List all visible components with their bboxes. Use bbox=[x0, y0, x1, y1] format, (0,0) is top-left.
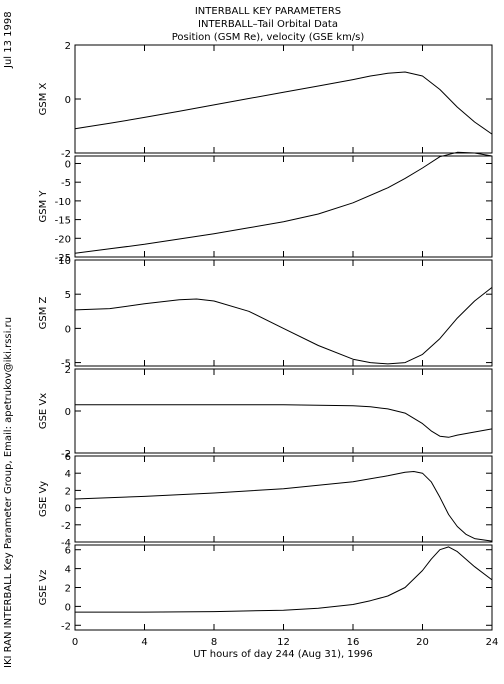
y-tick-label: 5 bbox=[65, 290, 71, 301]
series-line bbox=[74, 287, 493, 365]
y-tick-label: 2 bbox=[65, 41, 71, 52]
panel-4: -2 0 2 GSE Vx bbox=[38, 365, 493, 460]
y-tick-label: -2 bbox=[61, 521, 71, 532]
y-tick-label: 0 bbox=[65, 602, 71, 613]
x-tick-label: 0 bbox=[72, 637, 78, 648]
y-tick-label: -2 bbox=[61, 449, 71, 460]
y-tick-label: 4 bbox=[65, 469, 71, 480]
y-tick-label: 0 bbox=[65, 504, 71, 515]
chart-subtitle-units: Position (GSM Re), velocity (GSE km/s) bbox=[172, 32, 365, 43]
y-tick-label: -10 bbox=[55, 197, 71, 208]
y-tick-label: 10 bbox=[58, 256, 71, 267]
series-line bbox=[75, 404, 493, 438]
panel-2: -25 -20 -15 -10 -5 0 GSM Y bbox=[38, 151, 493, 264]
x-axis-label: UT hours of day 244 (Aug 31), 1996 bbox=[193, 649, 373, 660]
credit-line: IKI RAN INTERBALL Key Parameter Group, E… bbox=[3, 317, 14, 668]
y-tick-label: 2 bbox=[65, 486, 71, 497]
x-tick-label: 24 bbox=[486, 637, 499, 648]
panel-frame bbox=[74, 44, 493, 154]
chart-title: INTERBALL KEY PARAMETERS bbox=[195, 6, 341, 17]
series-line bbox=[75, 546, 493, 613]
series-line bbox=[74, 471, 493, 542]
panel-5: -4 -2 0 2 4 6 GSE Vy bbox=[38, 452, 493, 549]
y-tick-label: 4 bbox=[65, 565, 71, 576]
y-axis-label: GSM X bbox=[38, 82, 49, 115]
y-tick-label: 0 bbox=[65, 95, 71, 106]
y-tick-label: 2 bbox=[65, 365, 71, 376]
x-tick-label: 4 bbox=[141, 637, 147, 648]
y-tick-label: -5 bbox=[61, 178, 71, 189]
y-axis-label: GSM Z bbox=[38, 296, 49, 329]
y-tick-label: 6 bbox=[65, 452, 71, 463]
y-tick-label: 2 bbox=[65, 584, 71, 595]
x-tick-label: 20 bbox=[416, 637, 429, 648]
y-tick-label: -20 bbox=[55, 234, 71, 245]
panel-3: -5 0 5 10 GSM Z bbox=[38, 256, 493, 370]
panel-frame bbox=[74, 259, 493, 367]
y-tick-label: -2 bbox=[61, 149, 71, 160]
panel-frame bbox=[74, 544, 493, 631]
panel-6: -2 0 2 4 6 GSE Vz bbox=[38, 544, 493, 632]
y-tick-label: -2 bbox=[61, 621, 71, 632]
series-line bbox=[74, 151, 493, 254]
series-line bbox=[74, 71, 493, 135]
x-tick-label: 8 bbox=[211, 637, 217, 648]
panel-frame bbox=[74, 368, 493, 454]
x-tick-label: 12 bbox=[277, 637, 290, 648]
y-tick-label: 0 bbox=[65, 407, 71, 418]
y-tick-label: 6 bbox=[65, 546, 71, 557]
y-axis-label: GSM Y bbox=[38, 190, 49, 223]
chart-subtitle: INTERBALL–Tail Orbital Data bbox=[198, 19, 338, 30]
panel-frame bbox=[74, 155, 493, 258]
y-axis-label: GSE Vy bbox=[38, 481, 49, 517]
y-axis-label: GSE Vx bbox=[38, 393, 49, 429]
y-tick-label: -15 bbox=[55, 216, 71, 227]
y-axis-label: GSE Vz bbox=[38, 570, 49, 606]
y-tick-label: -5 bbox=[61, 359, 71, 370]
y-tick-label: 0 bbox=[65, 159, 71, 170]
panel-1: -2 0 2 GSM X bbox=[38, 41, 493, 160]
y-tick-label: 0 bbox=[65, 324, 71, 335]
y-tick-label: -25 bbox=[55, 253, 71, 264]
x-tick-label: 16 bbox=[347, 637, 360, 648]
y-tick-label: -4 bbox=[61, 538, 71, 549]
date-stamp: Jul 13 1998 bbox=[3, 11, 14, 69]
panel-frame bbox=[74, 455, 493, 543]
